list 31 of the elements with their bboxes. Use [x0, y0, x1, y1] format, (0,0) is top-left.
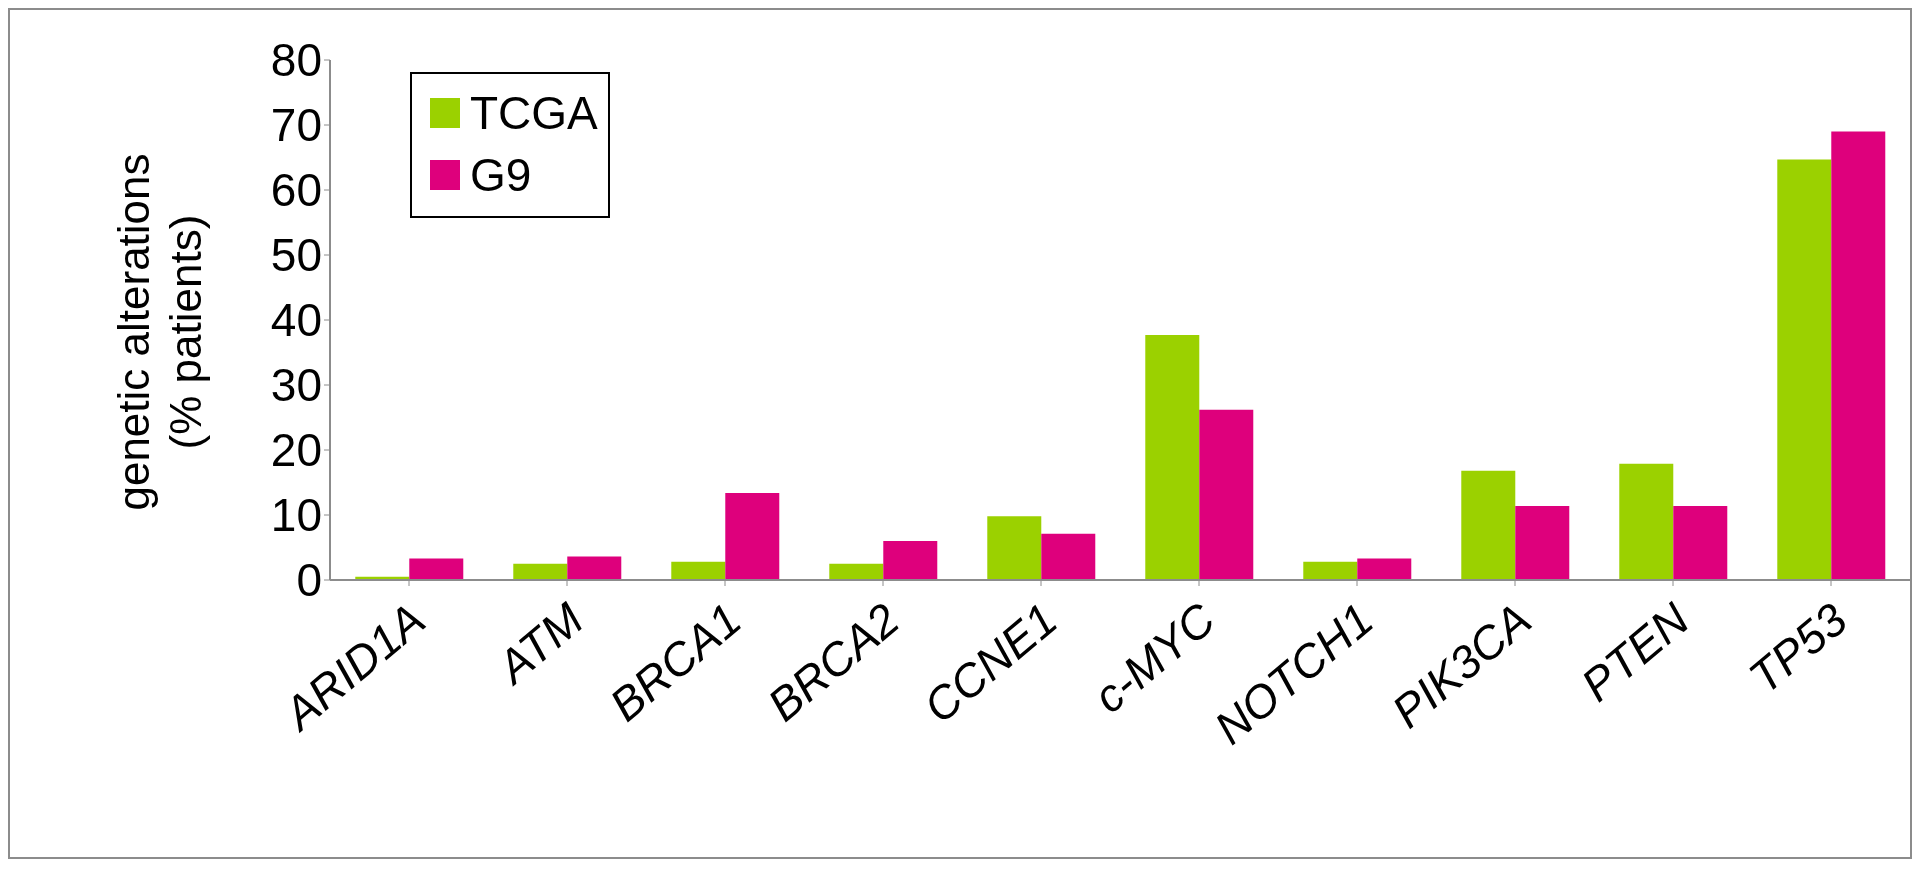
bar [1515, 505, 1570, 580]
legend-label: TCGA [470, 86, 598, 141]
bar [1041, 533, 1096, 580]
bar [883, 541, 938, 580]
bar [513, 563, 568, 580]
bar [1461, 470, 1516, 580]
y-tick-label: 80 [270, 34, 322, 87]
bar [1831, 131, 1886, 580]
bar [987, 516, 1042, 580]
y-tick-label: 0 [296, 554, 322, 607]
bar [725, 492, 780, 580]
bar [671, 561, 726, 580]
y-tick-label: 20 [270, 424, 322, 477]
y-axis-title: genetic alterations (% patients) [108, 152, 211, 513]
y-tick-label: 10 [270, 489, 322, 542]
bar [1145, 334, 1200, 580]
legend-label: G9 [470, 148, 532, 203]
bar [567, 556, 622, 580]
bar [1357, 558, 1412, 580]
bar [1619, 463, 1674, 580]
y-tick-label: 60 [270, 164, 322, 217]
bar [829, 563, 884, 580]
bar [1199, 409, 1254, 580]
bar [1777, 159, 1832, 580]
y-tick-label: 40 [270, 294, 322, 347]
y-tick-label: 50 [270, 229, 322, 282]
y-tick-label: 30 [270, 359, 322, 412]
bar [409, 558, 464, 580]
y-tick-label: 70 [270, 99, 322, 152]
bar [1673, 505, 1728, 580]
bar [1303, 561, 1358, 580]
